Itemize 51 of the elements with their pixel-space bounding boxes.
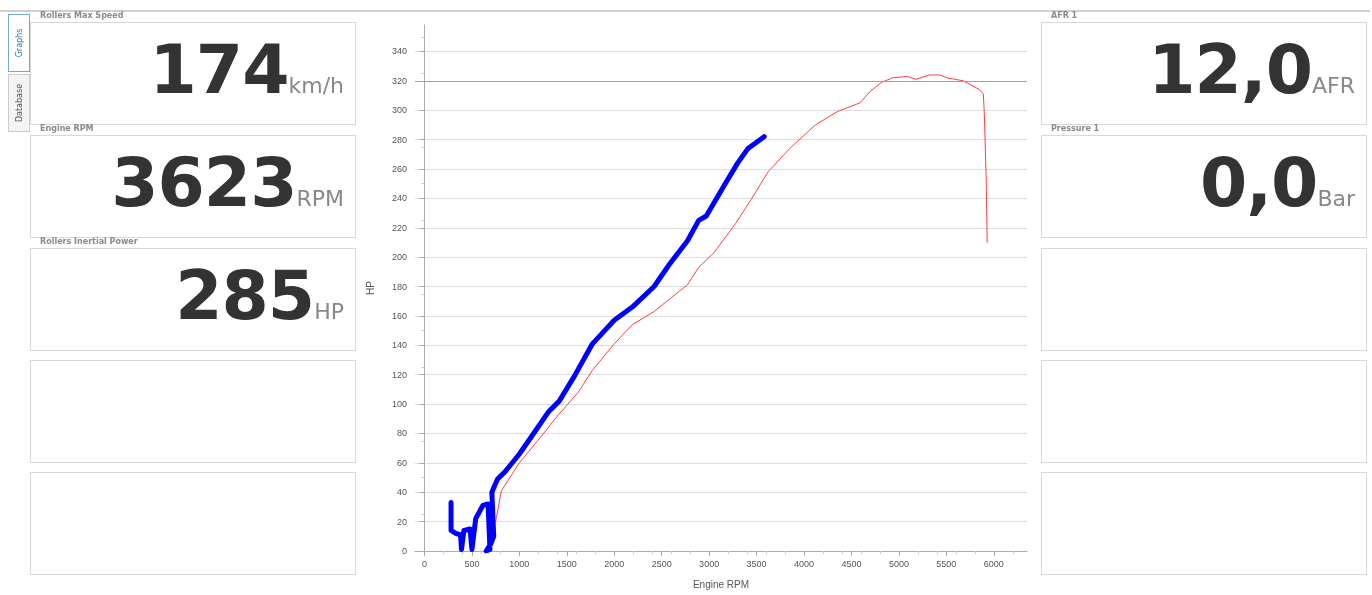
x-axis-title: Engine RPM <box>692 578 750 590</box>
text: Graphs <box>14 28 24 58</box>
y-tick-label: 340 <box>391 46 407 57</box>
y-tick-label: 220 <box>391 222 407 233</box>
x-tick-label: 4000 <box>794 558 815 569</box>
y-tick-label: 100 <box>391 399 407 410</box>
x-tick-label: 1500 <box>556 558 577 569</box>
text: 12,0 <box>1148 30 1312 109</box>
y-tick-label: 80 <box>396 428 407 439</box>
x-tick-label: 3000 <box>699 558 720 569</box>
text: 3623 <box>111 143 297 222</box>
y-tick-label: 200 <box>391 252 407 263</box>
text: Rollers Inertial Power <box>40 237 138 247</box>
text: AFR 1 <box>1051 11 1078 21</box>
y-tick-label: 300 <box>391 105 407 116</box>
text: km/h <box>288 73 344 98</box>
x-tick-label: 1000 <box>509 558 530 569</box>
x-tick-label: 5000 <box>888 558 909 569</box>
text: 174 <box>149 30 289 109</box>
y-tick-label: 20 <box>396 516 407 527</box>
x-tick-label: 2000 <box>604 558 625 569</box>
y-tick-label: 60 <box>396 457 407 468</box>
text: Bar <box>1317 186 1355 211</box>
x-tick-label: 5500 <box>936 558 957 569</box>
y-tick-label: 180 <box>391 281 407 292</box>
x-tick-label: 2500 <box>651 558 672 569</box>
y-tick-label: 120 <box>391 369 407 380</box>
text: Engine RPM <box>40 124 94 134</box>
x-tick-label: 3500 <box>746 558 767 569</box>
y-axis-title: HP <box>364 280 376 295</box>
y-tick-label: 260 <box>391 163 407 174</box>
text: Rollers Max Speed <box>40 11 124 21</box>
x-tick-label: 6000 <box>983 558 1004 569</box>
y-tick-label: 160 <box>391 310 407 321</box>
line-series <box>495 74 988 523</box>
y-tick-label: 280 <box>391 134 407 145</box>
y-tick-label: 320 <box>391 75 407 86</box>
text: RPM <box>296 186 344 211</box>
x-tick-label: 4500 <box>841 558 862 569</box>
text: Database <box>14 83 24 123</box>
y-tick-label: 140 <box>391 340 407 351</box>
text: 0,0 <box>1199 143 1318 222</box>
text: Pressure 1 <box>1051 124 1100 134</box>
y-tick-label: 240 <box>391 193 407 204</box>
x-tick-label: 500 <box>464 558 480 569</box>
text: HP <box>314 299 344 324</box>
x-tick-label: 0 <box>421 558 427 569</box>
text: 285 <box>175 256 315 335</box>
y-tick-label: 0 <box>401 546 407 556</box>
text: AFR <box>1312 73 1355 98</box>
y-tick-label: 40 <box>396 487 407 498</box>
